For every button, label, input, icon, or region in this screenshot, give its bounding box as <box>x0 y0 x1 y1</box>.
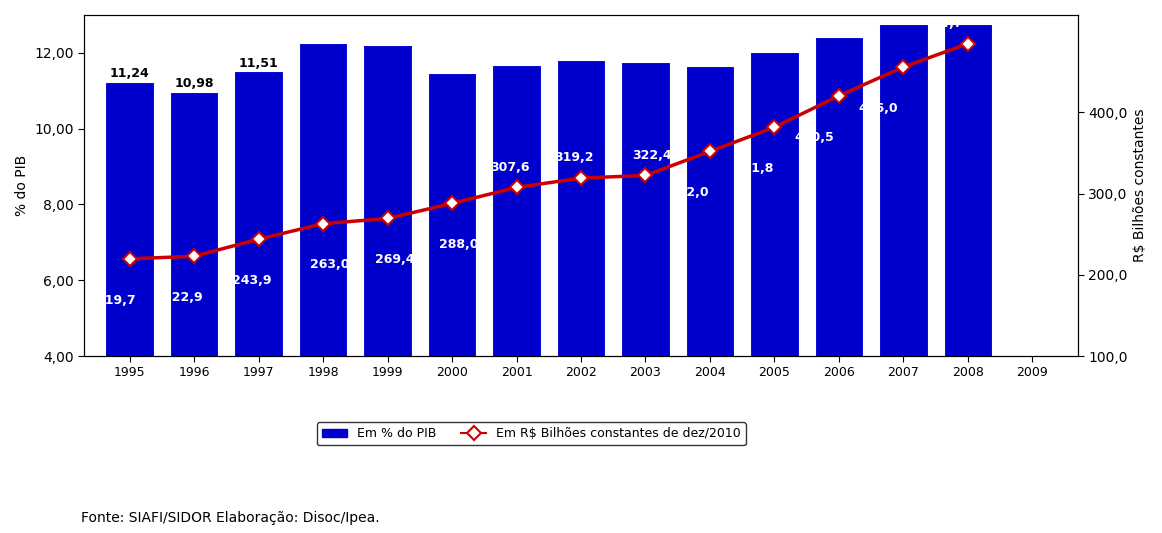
Text: 352,0: 352,0 <box>669 186 709 199</box>
Bar <box>364 45 411 507</box>
Text: 319,2: 319,2 <box>554 151 594 164</box>
Bar <box>880 24 927 507</box>
Text: 420,5: 420,5 <box>794 131 834 143</box>
Y-axis label: R$ Bilhões constantes: R$ Bilhões constantes <box>1133 109 1147 262</box>
Bar <box>235 71 282 507</box>
Bar <box>428 74 476 507</box>
Bar <box>493 65 540 507</box>
Text: 322,4: 322,4 <box>632 149 673 161</box>
Text: 307,6: 307,6 <box>490 160 530 174</box>
Text: 243,9: 243,9 <box>232 274 272 287</box>
Bar <box>622 62 669 507</box>
Bar <box>686 66 734 507</box>
Text: 269,4: 269,4 <box>374 253 414 266</box>
Text: 484,7: 484,7 <box>923 17 963 30</box>
Text: 381,8: 381,8 <box>734 162 773 175</box>
Y-axis label: % do PIB: % do PIB <box>15 155 29 216</box>
Text: 288,0: 288,0 <box>439 238 479 251</box>
Bar <box>299 43 347 507</box>
Text: 456,0: 456,0 <box>859 102 898 115</box>
Bar <box>815 37 863 507</box>
Text: 219,7: 219,7 <box>96 294 136 306</box>
Bar <box>557 60 605 507</box>
Bar <box>170 92 218 507</box>
Text: 10,98: 10,98 <box>174 77 214 90</box>
Text: 263,0: 263,0 <box>310 259 350 271</box>
Text: 11,51: 11,51 <box>238 57 279 70</box>
Bar <box>106 82 153 507</box>
Text: Fonte: SIAFI/SIDOR Elaboração: Disoc/Ipea.: Fonte: SIAFI/SIDOR Elaboração: Disoc/Ipe… <box>81 511 380 526</box>
Bar <box>751 52 798 507</box>
Legend: Em % do PIB, Em R$ Bilhões constantes de dez/2010: Em % do PIB, Em R$ Bilhões constantes de… <box>317 422 746 445</box>
Bar <box>944 24 992 507</box>
Text: 11,24: 11,24 <box>109 67 150 80</box>
Text: 222,9: 222,9 <box>163 291 203 304</box>
